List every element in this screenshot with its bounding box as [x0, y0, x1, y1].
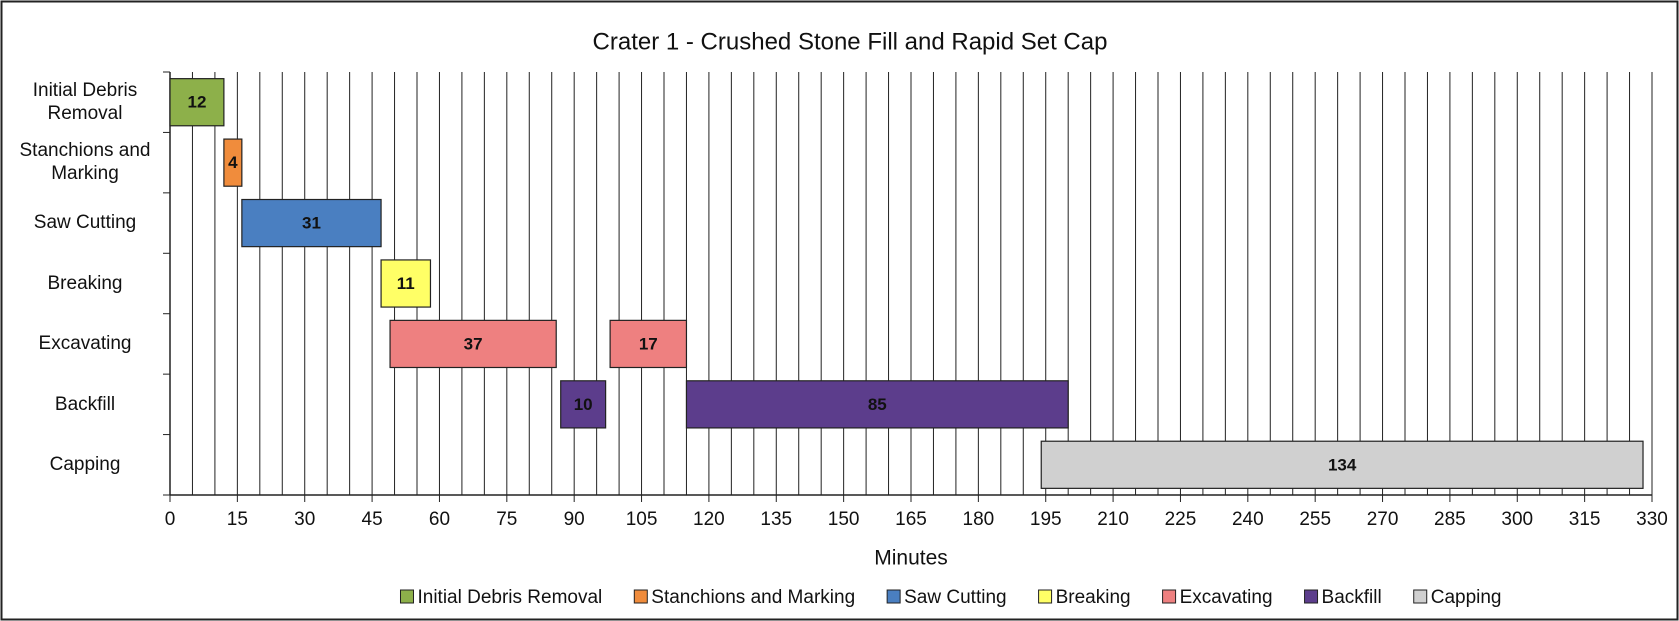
legend-label: Breaking [1056, 587, 1131, 608]
y-tick-label: Excavating [38, 333, 132, 355]
legend-label: Stanchions and Marking [651, 587, 855, 608]
chart-title: Crater 1 - Crushed Stone Fill and Rapid … [593, 28, 1108, 55]
x-tick-label: 45 [362, 509, 383, 530]
data-label: 12 [187, 93, 206, 112]
bar [223, 138, 243, 187]
y-tick-label: Breaking [47, 272, 123, 294]
x-tick-label: 285 [1434, 509, 1466, 530]
legend-swatch [1038, 589, 1053, 604]
bar [389, 319, 557, 369]
x-tick-label: 225 [1165, 509, 1197, 530]
x-tick-label: 150 [828, 509, 860, 530]
data-label: 85 [868, 395, 887, 414]
legend-swatch [1162, 589, 1177, 604]
y-tick-label-box: Backfill [54, 393, 116, 415]
data-label: 134 [1328, 455, 1357, 474]
x-tick-label: 60 [429, 509, 450, 530]
data-label: 10 [574, 395, 593, 414]
x-tick-label: 75 [496, 509, 517, 530]
y-tick-label: Stanchions and Marking [19, 140, 151, 185]
x-tick-label: 90 [564, 509, 585, 530]
bar [169, 78, 225, 127]
y-tick-label-box: Excavating [38, 333, 132, 355]
x-tick-label: 15 [227, 509, 248, 530]
x-tick-label: 300 [1501, 509, 1533, 530]
legend-swatch [633, 589, 648, 604]
y-tick-label: Initial Debris Removal [32, 80, 138, 124]
bar [241, 198, 382, 248]
bar [1040, 440, 1644, 489]
data-label: 37 [464, 334, 483, 353]
bar [609, 319, 688, 369]
y-tick-label: Backfill [54, 393, 116, 415]
x-tick-label: 105 [626, 509, 658, 530]
x-tick-label: 315 [1569, 509, 1601, 530]
bar [685, 380, 1069, 429]
x-tick-label: 255 [1299, 509, 1331, 530]
x-tick-label: 0 [165, 509, 176, 530]
x-tick-label: 165 [895, 509, 927, 530]
y-tick-label-box: Stanchions and Marking [19, 140, 151, 185]
legend-swatch [399, 589, 414, 604]
data-label: 31 [302, 214, 321, 233]
x-tick-label: 270 [1367, 509, 1399, 530]
y-tick-label: Capping [49, 454, 121, 476]
x-tick-label: 240 [1232, 509, 1264, 530]
y-tick-label-box: Saw Cutting [33, 212, 137, 234]
bar [380, 259, 432, 308]
x-tick-label: 330 [1636, 509, 1668, 530]
x-tick-label: 195 [1030, 509, 1062, 530]
y-tick-label-box: Breaking [47, 272, 123, 294]
y-tick-label-box: Initial Debris Removal [32, 80, 138, 124]
x-tick-label: 135 [760, 509, 792, 530]
x-tick-label: 120 [693, 509, 725, 530]
legend-label: Initial Debris Removal [417, 587, 602, 608]
data-label: 11 [397, 274, 415, 293]
x-tick-label: 30 [294, 509, 315, 530]
legend-label: Backfill [1322, 587, 1382, 608]
y-tick-label: Saw Cutting [33, 212, 137, 234]
x-axis-label: Minutes [874, 547, 948, 570]
legend-label: Capping [1431, 587, 1502, 608]
legend-label: Saw Cutting [904, 587, 1006, 608]
legend: Initial Debris Removal Stanchions and Mar… [399, 587, 1502, 608]
data-label: 4 [228, 153, 238, 172]
legend-swatch [886, 589, 901, 604]
x-tick-label: 180 [963, 509, 995, 530]
y-tick-label-box: Capping [49, 454, 121, 476]
data-label: 17 [639, 334, 658, 353]
x-tick-label: 210 [1097, 509, 1129, 530]
bar [560, 380, 607, 429]
legend-swatch [1304, 589, 1319, 604]
legend-swatch [1413, 589, 1428, 604]
legend-label: Excavating [1180, 587, 1273, 608]
